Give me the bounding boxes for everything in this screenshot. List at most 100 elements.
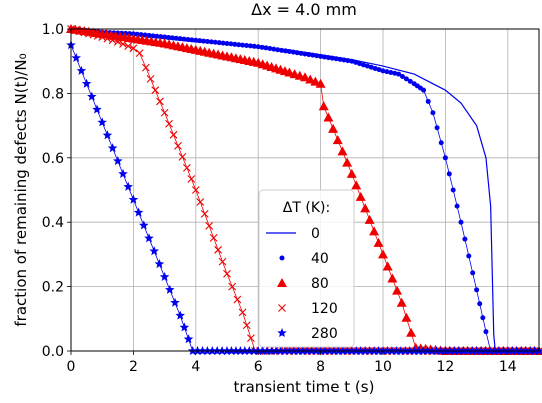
legend-label: 40 (311, 251, 329, 267)
data-point (310, 76, 321, 86)
data-point (166, 34, 171, 40)
data-point (364, 63, 370, 69)
data-point (315, 78, 326, 88)
data-point (238, 308, 247, 317)
data-point (175, 310, 185, 320)
legend-item-0: 0 (266, 226, 320, 242)
data-point (357, 61, 363, 67)
data-point (392, 285, 403, 295)
data-point (349, 58, 355, 64)
data-point (247, 334, 255, 343)
data-point (396, 71, 402, 77)
legend-item-40: 40 (279, 251, 329, 267)
legend-swatch (277, 278, 287, 287)
data-point (139, 220, 149, 230)
data-point (244, 43, 249, 49)
data-point (81, 78, 92, 88)
data-point (177, 36, 183, 42)
legend-label: 80 (311, 276, 329, 292)
y-tick-label: 1.0 (42, 22, 64, 38)
data-point (430, 110, 436, 116)
data-point (173, 35, 179, 41)
data-point (442, 155, 448, 161)
data-point (332, 135, 343, 145)
data-point (407, 78, 413, 84)
data-point (372, 65, 378, 71)
data-point (263, 45, 269, 51)
axis-ticks: 0 2 4 6 8 10 12 14 0.0 0.2 0.4 0.6 0.8 1.0 (42, 22, 517, 375)
legend: ΔT (K): 0 40 80 120 280 (258, 189, 355, 348)
data-point (400, 73, 405, 79)
data-point (396, 297, 407, 307)
data-point (401, 312, 412, 322)
data-point (425, 98, 431, 104)
data-point (267, 46, 273, 52)
x-tick-label: 8 (316, 359, 325, 375)
data-point (275, 47, 281, 53)
data-point (146, 32, 152, 38)
x-tick-label: 0 (67, 359, 76, 375)
data-point (71, 26, 80, 35)
data-point (224, 40, 230, 46)
data-point (342, 157, 353, 167)
x-tick-label: 6 (254, 359, 263, 375)
data-point (113, 156, 123, 166)
data-point (236, 42, 242, 48)
data-point (328, 123, 339, 133)
legend-swatch (277, 328, 287, 338)
data-point (458, 219, 464, 225)
data-point (228, 41, 234, 47)
data-point (92, 104, 102, 114)
data-point (205, 38, 210, 44)
data-point (251, 43, 257, 49)
data-point (93, 32, 102, 40)
legend-item-280: 280 (277, 326, 338, 342)
data-point (223, 269, 231, 278)
data-point (124, 42, 133, 51)
data-point (189, 37, 195, 43)
data-point (403, 76, 409, 82)
data-point (103, 34, 112, 43)
legend-item-120: 120 (278, 301, 338, 317)
data-point (146, 75, 155, 83)
data-point (341, 57, 347, 63)
data-point (165, 119, 173, 128)
data-point (133, 207, 144, 217)
data-point (214, 245, 222, 254)
data-point (434, 125, 440, 131)
data-point (102, 130, 113, 140)
x-axis-label: transient time t (s) (234, 378, 375, 396)
data-point (170, 297, 180, 307)
data-point (220, 40, 226, 46)
data-point (337, 56, 343, 62)
data-point (300, 72, 310, 82)
data-point (144, 233, 154, 243)
data-point (345, 58, 351, 64)
legend-item-80: 80 (277, 276, 329, 292)
data-point (185, 36, 191, 42)
data-point (384, 69, 390, 75)
data-point (314, 53, 320, 59)
data-point (353, 59, 359, 65)
data-point (302, 51, 308, 57)
data-point (333, 56, 339, 62)
data-point (159, 271, 170, 281)
data-point (135, 49, 144, 58)
data-point (454, 203, 460, 209)
data-point (150, 33, 156, 39)
legend-label: 0 (311, 226, 320, 242)
x-tick-label: 14 (499, 359, 517, 375)
data-point (165, 284, 175, 294)
data-point (129, 44, 138, 53)
data-point (322, 54, 327, 60)
data-point (98, 33, 107, 41)
plot-frame (70, 28, 540, 352)
data-point (271, 46, 277, 52)
data-point (470, 270, 476, 276)
data-point (462, 236, 468, 242)
data-point (450, 187, 456, 193)
data-point (242, 321, 251, 330)
data-point (108, 36, 117, 45)
data-point (306, 52, 312, 58)
data-point (392, 70, 398, 76)
